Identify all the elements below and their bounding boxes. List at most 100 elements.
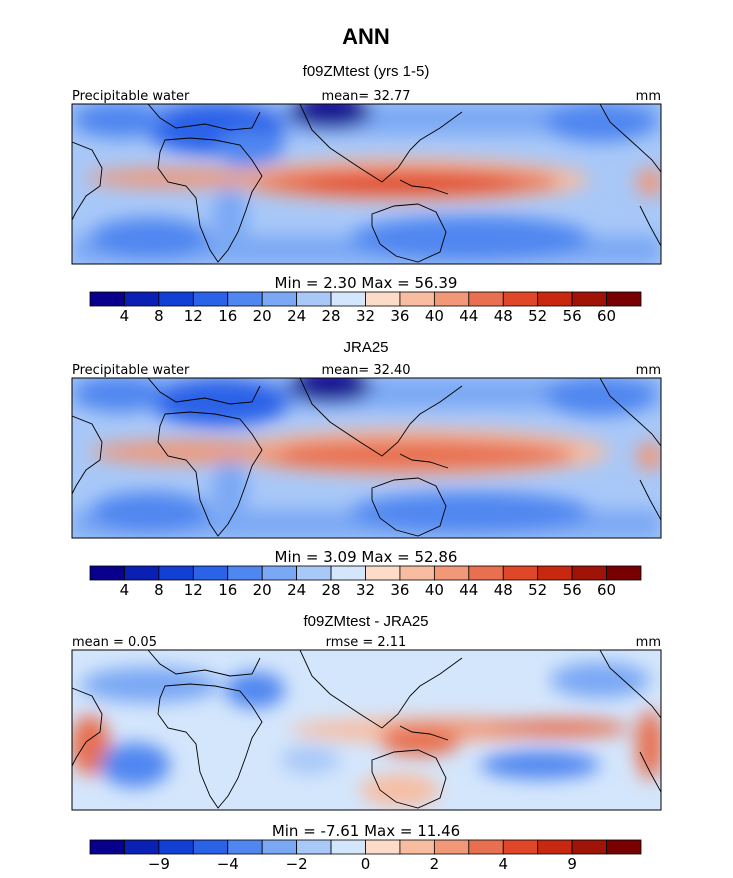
colorbar-tick-label: 20 [253, 581, 272, 599]
colorbar-swatch [296, 565, 332, 581]
colorbar-tick-label: 56 [563, 581, 582, 599]
panel-diff-rmse-label: rmse = 2.11 [326, 635, 407, 650]
colorbar-tick-label: 44 [459, 581, 478, 599]
colorbar-tick-label: 4 [498, 855, 508, 873]
colorbar-tick-label: 8 [154, 581, 164, 599]
colorbar-swatch [330, 565, 366, 581]
panel-diff-colorbar: −9 −4 −2 0 2 4 9 [89, 839, 642, 873]
panel-model: f09ZMtest (yrs 1-5) Precipitable water m… [71, 63, 662, 325]
colorbar-tick-label: 24 [287, 307, 306, 325]
colorbar-tick-label: −9 [148, 855, 170, 873]
panel-obs-subtitle: JRA25 [343, 339, 388, 356]
colorbar-swatch [365, 291, 401, 307]
panel-model-subtitle: f09ZMtest (yrs 1-5) [303, 63, 430, 80]
panel-diff-minmax: Min = -7.61 Max = 11.46 [272, 822, 460, 840]
map-field [72, 104, 661, 264]
colorbar-swatch [537, 839, 573, 855]
colorbar-tick-label: 4 [120, 581, 130, 599]
colorbar-tick-label: 52 [528, 581, 547, 599]
colorbar-tick-label: 60 [597, 307, 616, 325]
colorbar-swatch [502, 839, 539, 855]
colorbar-tick-label: 60 [597, 581, 616, 599]
coastlines [72, 378, 661, 537]
colorbar-swatch [365, 565, 401, 581]
coastlines [72, 650, 661, 809]
colorbar-swatch [296, 291, 332, 307]
colorbar-tick-label: 16 [218, 581, 237, 599]
panel-obs-minmax: Min = 3.09 Max = 52.86 [275, 548, 458, 566]
colorbar-swatch [158, 291, 194, 307]
colorbar-tick-label: 20 [253, 307, 272, 325]
colorbar-swatch [158, 565, 194, 581]
colorbar-tick-label: 52 [528, 307, 547, 325]
colorbar-tick-label: −4 [217, 855, 239, 873]
colorbar-swatch [468, 839, 504, 855]
figure-title: ANN [342, 24, 390, 49]
colorbar-tick-label: 2 [430, 855, 440, 873]
colorbar-swatch [261, 291, 298, 307]
colorbar-tick-label: 16 [218, 307, 237, 325]
colorbar-swatch [124, 291, 160, 307]
panel-model-map [72, 104, 661, 264]
colorbar-swatch [606, 565, 642, 581]
colorbar-swatch [468, 291, 504, 307]
panel-model-units-label: mm [636, 89, 661, 104]
colorbar-tick-label: 9 [567, 855, 577, 873]
panel-obs-mean-label: mean= 32.40 [321, 363, 410, 378]
colorbar-tick-label: 24 [287, 581, 306, 599]
colorbar-swatch [227, 565, 263, 581]
panel-model-colorbar: 4 8 12 16 20 24 28 32 36 40 44 48 52 56 60 [89, 291, 642, 325]
colorbar-swatch [537, 565, 573, 581]
colorbar-swatch [502, 565, 539, 581]
colorbar-swatch [192, 839, 229, 855]
colorbar-swatch [296, 839, 332, 855]
colorbar-tick-label: 36 [390, 307, 409, 325]
colorbar-swatch [502, 291, 539, 307]
colorbar-swatch [399, 565, 435, 581]
colorbar-swatch [192, 291, 229, 307]
colorbar-swatch [330, 839, 366, 855]
colorbar-swatch [158, 839, 194, 855]
colorbar-swatch [433, 565, 470, 581]
panel-model-frame [71, 103, 662, 265]
colorbar-swatch [89, 839, 125, 855]
colorbar-tick-label: 40 [425, 581, 444, 599]
colorbar-tick-label: 48 [494, 307, 513, 325]
colorbar-swatch [227, 839, 263, 855]
colorbar-tick-label: 0 [361, 855, 371, 873]
panel-model-variable-label: Precipitable water [72, 89, 190, 104]
colorbar-swatch [89, 291, 125, 307]
colorbar-swatch [399, 839, 435, 855]
colorbar-tick-label: 36 [390, 581, 409, 599]
colorbar-swatch [433, 291, 470, 307]
panel-diff-map [72, 650, 661, 810]
colorbar-tick-label: 32 [356, 581, 375, 599]
colorbar-swatch [571, 565, 607, 581]
colorbar-tick-label: 28 [322, 307, 341, 325]
colorbar-tick-label: 12 [184, 581, 203, 599]
panel-obs-variable-label: Precipitable water [72, 363, 190, 378]
colorbar-swatch [124, 839, 160, 855]
colorbar-swatch [330, 291, 366, 307]
map-field [72, 378, 661, 538]
panel-obs-colorbar: 4 8 12 16 20 24 28 32 36 40 44 48 52 56 60 [89, 565, 642, 599]
colorbar-swatch [606, 291, 642, 307]
panel-model-mean-label: mean= 32.77 [321, 89, 410, 104]
colorbar-swatch [365, 839, 401, 855]
colorbar-tick-label: 12 [184, 307, 203, 325]
colorbar-tick-label: 32 [356, 307, 375, 325]
panel-obs-frame [71, 377, 662, 539]
colorbar-tick-label: 48 [494, 581, 513, 599]
colorbar-tick-label: 44 [459, 307, 478, 325]
colorbar-swatch [537, 291, 573, 307]
colorbar-tick-label: 4 [120, 307, 130, 325]
colorbar-swatch [227, 291, 263, 307]
colorbar-swatch [571, 839, 607, 855]
panel-obs-map [72, 378, 661, 538]
panel-obs: JRA25 Precipitable water mean= 32.40 mm [71, 339, 662, 599]
panel-obs-units-label: mm [636, 363, 661, 378]
colorbar-swatch [606, 839, 642, 855]
coastlines [72, 104, 661, 263]
panel-diff-subtitle: f09ZMtest - JRA25 [303, 613, 428, 630]
